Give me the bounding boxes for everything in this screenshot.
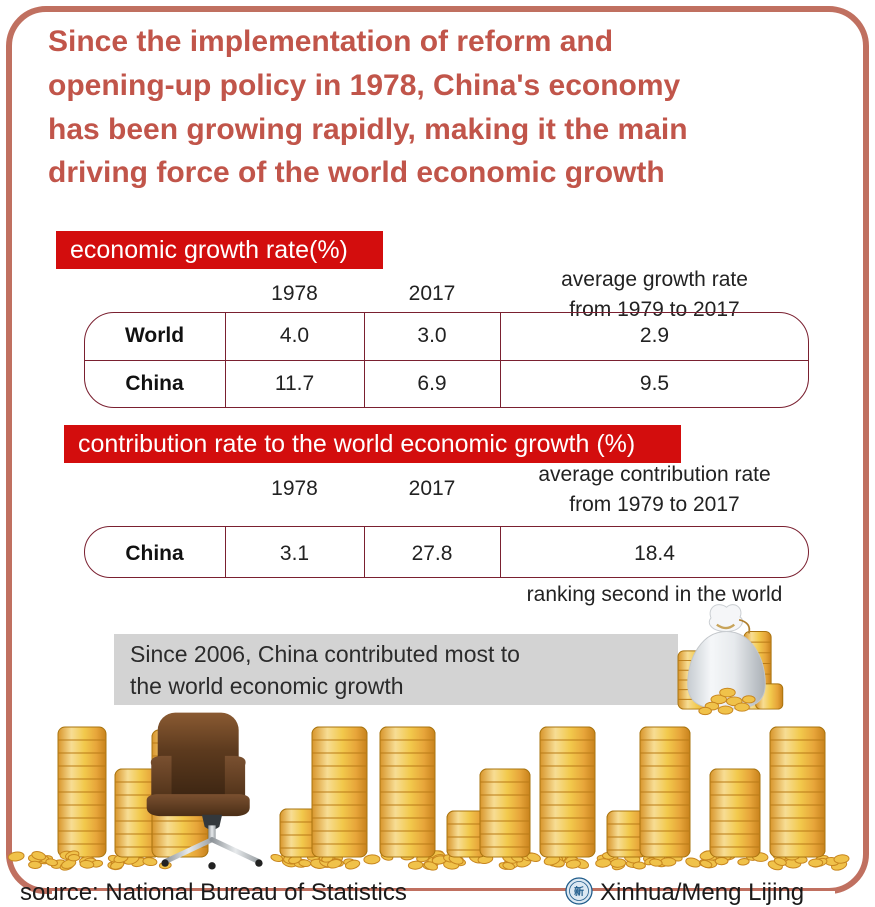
svg-text:新: 新	[574, 885, 584, 898]
